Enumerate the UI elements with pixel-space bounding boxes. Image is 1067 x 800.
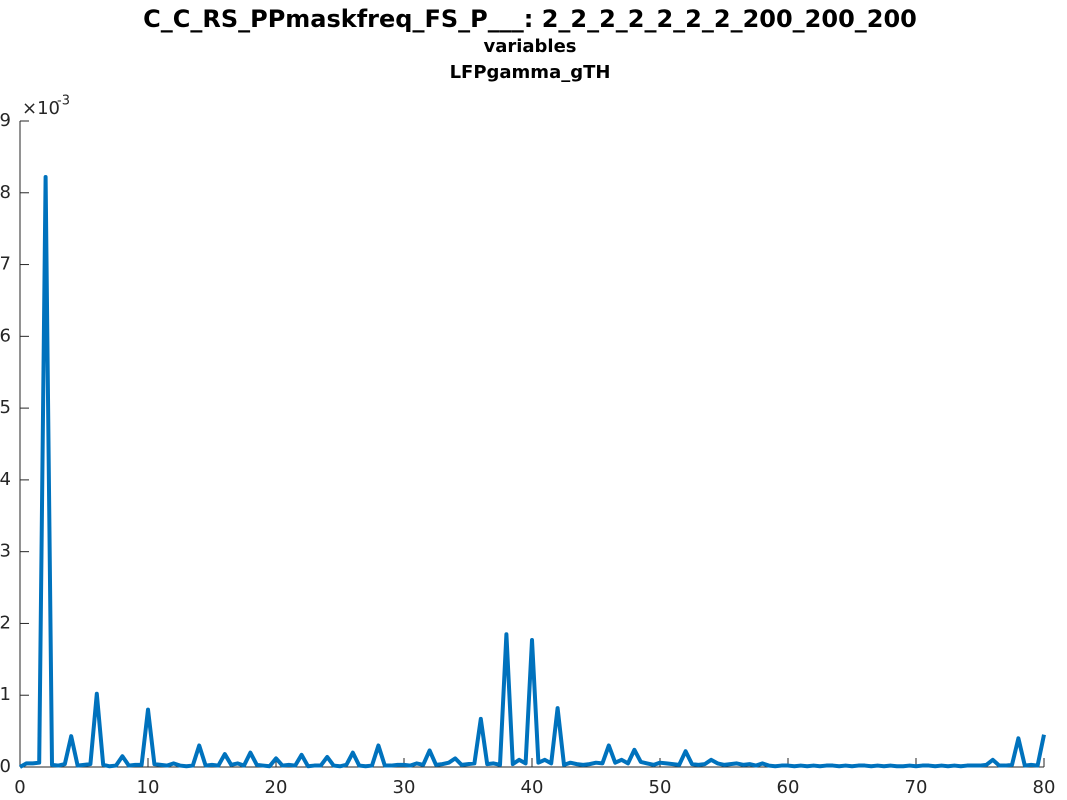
y-tick-label: 0	[0, 756, 11, 777]
x-tick-label: 10	[137, 777, 160, 798]
x-tick-label: 60	[777, 777, 800, 798]
y-multiplier: ×10	[22, 98, 60, 119]
y-tick-label: 6	[0, 325, 11, 346]
y-tick-label: 4	[0, 469, 11, 490]
y-tick-label: 3	[0, 541, 11, 562]
chart-subtitle: variables	[483, 36, 576, 57]
y-tick-label: 5	[0, 397, 11, 418]
x-tick-label: 20	[265, 777, 288, 798]
x-tick-label: 40	[521, 777, 544, 798]
x-tick-label: 30	[393, 777, 416, 798]
x-tick-label: 80	[1033, 777, 1056, 798]
y-tick-label: 1	[0, 684, 11, 705]
x-tick-label: 0	[14, 777, 25, 798]
chart-subtitle: LFPgamma_gTH	[450, 62, 611, 83]
y-tick-label: 9	[0, 110, 11, 131]
chart-title: C_C_RS_PPmaskfreq_FS_P___: 2_2_2_2_2_2_2…	[143, 5, 917, 33]
data-line	[19, 174, 1046, 769]
y-tick-label: 2	[0, 612, 11, 633]
y-tick-label: 7	[0, 254, 11, 275]
x-tick-label: 70	[905, 777, 928, 798]
y-tick-label: 8	[0, 182, 11, 203]
y-multiplier-exponent: -3	[57, 94, 70, 109]
x-tick-label: 50	[649, 777, 672, 798]
